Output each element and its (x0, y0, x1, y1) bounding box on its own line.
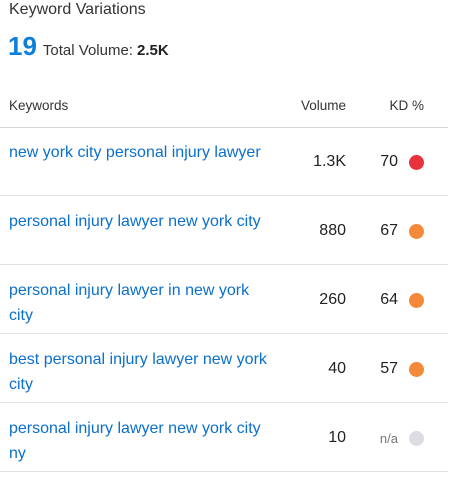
keyword-link[interactable]: new york city personal injury lawyer (9, 144, 261, 161)
total-volume-label: Total Volume: (42, 42, 133, 59)
kd-value: 70 (380, 153, 398, 170)
keyword-link[interactable]: personal injury lawyer in new york city (9, 282, 250, 324)
kd-difficulty-dot-icon (409, 293, 424, 308)
kd-difficulty-dot-icon (409, 155, 424, 170)
column-header-kd[interactable]: KD % (389, 98, 424, 113)
table-row: personal injury lawyer in new york city … (0, 265, 448, 334)
kd-value: 57 (380, 360, 398, 377)
keyword-count: 19 (8, 31, 37, 61)
kd-difficulty-dot-icon (409, 224, 424, 239)
kd-value: n/a (379, 431, 398, 446)
keyword-link[interactable]: personal injury lawyer new york city (9, 213, 261, 230)
table-header: Keywords Volume KD % (0, 96, 448, 128)
keyword-link[interactable]: personal injury lawyer new york city ny (9, 420, 261, 462)
table-row: personal injury lawyer new york city ny … (0, 403, 448, 472)
column-header-keywords[interactable]: Keywords (9, 98, 69, 113)
summary-line: 19 Total Volume: 2.5K (8, 30, 169, 62)
table-row: best personal injury lawyer new york cit… (0, 334, 448, 403)
volume-value: 1.3K (313, 153, 346, 170)
kd-value: 64 (380, 291, 398, 308)
keyword-table-body: new york city personal injury lawyer 1.3… (0, 127, 448, 472)
keyword-link[interactable]: best personal injury lawyer new york cit… (9, 351, 267, 393)
table-row: personal injury lawyer new york city 880… (0, 196, 448, 265)
kd-difficulty-dot-icon (409, 431, 424, 446)
kd-value: 67 (380, 222, 398, 239)
column-header-volume[interactable]: Volume (300, 98, 346, 113)
volume-value: 880 (319, 222, 346, 239)
volume-value: 10 (328, 429, 346, 446)
widget-title: Keyword Variations (9, 1, 146, 18)
volume-value: 40 (328, 360, 346, 377)
total-volume-value: 2.5K (136, 42, 169, 59)
volume-value: 260 (319, 291, 346, 308)
kd-difficulty-dot-icon (409, 362, 424, 377)
table-row: new york city personal injury lawyer 1.3… (0, 127, 448, 196)
